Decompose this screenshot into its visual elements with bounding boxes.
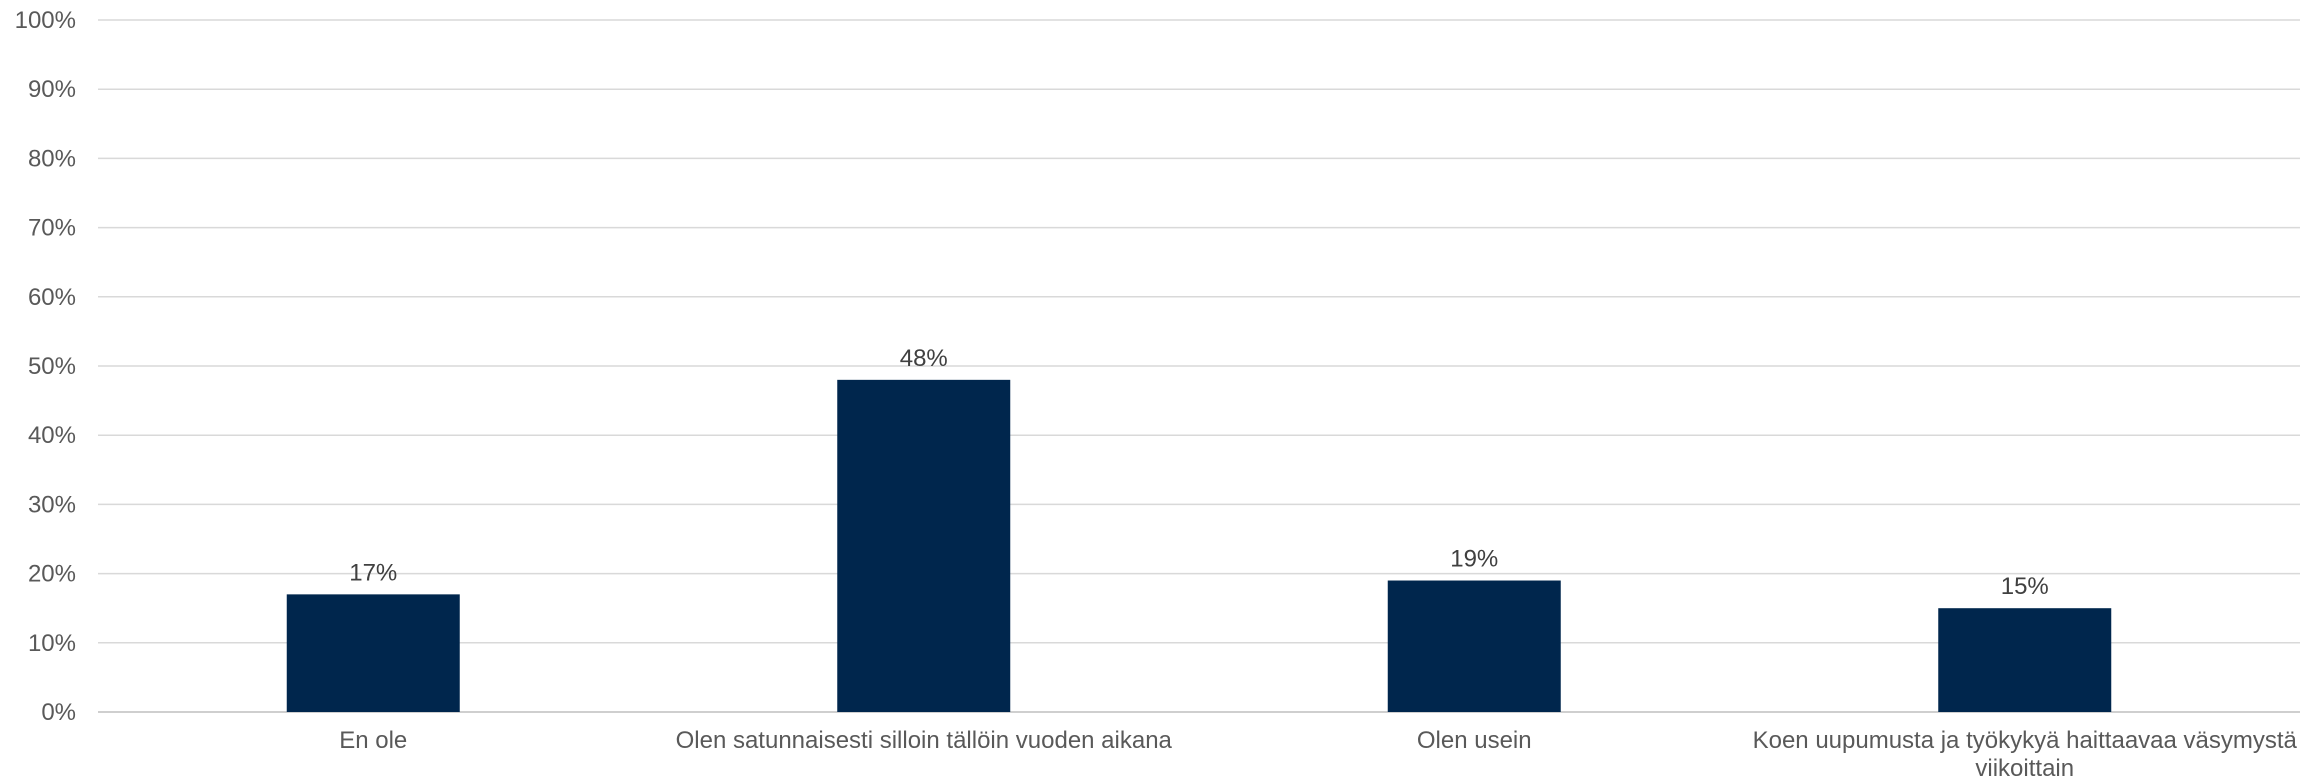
data-label: 15% <box>2001 573 2049 600</box>
data-label: 17% <box>349 559 397 586</box>
y-tick-label: 60% <box>28 284 76 311</box>
bar <box>837 379 1011 712</box>
data-label: 48% <box>900 345 948 372</box>
category-label: Olen satunnaisesti silloin tällöin vuode… <box>676 727 1173 754</box>
bar <box>286 594 460 712</box>
y-tick-label: 30% <box>28 491 76 518</box>
y-tick-label: 100% <box>15 7 76 34</box>
y-tick-label: 90% <box>28 76 76 103</box>
category-label: En ole <box>339 727 407 754</box>
y-tick-label: 10% <box>28 630 76 657</box>
category-label: Olen usein <box>1417 727 1532 754</box>
y-tick-label: 50% <box>28 353 76 380</box>
y-tick-label: 40% <box>28 422 76 449</box>
y-tick-label: 0% <box>41 699 76 726</box>
data-labels: 17% 48% 19% 15% <box>349 345 2049 600</box>
bar <box>1938 608 2112 712</box>
y-axis-ticks: 0% 10% 20% 30% 40% 50% 60% 70% 80% 90% 100% <box>15 7 76 726</box>
category-label-line: Olen satunnaisesti silloin tällöin vuode… <box>676 727 1173 754</box>
y-tick-label: 70% <box>28 215 76 242</box>
y-tick-label: 20% <box>28 561 76 588</box>
category-label: Koen uupumusta ja työkykyä haittaavaa vä… <box>1753 727 2298 777</box>
y-tick-label: 80% <box>28 145 76 172</box>
category-label-line: En ole <box>339 727 407 754</box>
bar <box>1387 580 1561 712</box>
category-label-line: Olen usein <box>1417 727 1532 754</box>
category-label-line: viikoittain <box>1975 755 2074 777</box>
gridlines <box>98 19 2300 713</box>
category-label-line: Koen uupumusta ja työkykyä haittaavaa vä… <box>1753 727 2298 754</box>
bars <box>286 379 2112 712</box>
data-label: 19% <box>1450 546 1498 573</box>
x-axis-categories: En ole Olen satunnaisesti silloin tällöin… <box>339 727 2297 777</box>
